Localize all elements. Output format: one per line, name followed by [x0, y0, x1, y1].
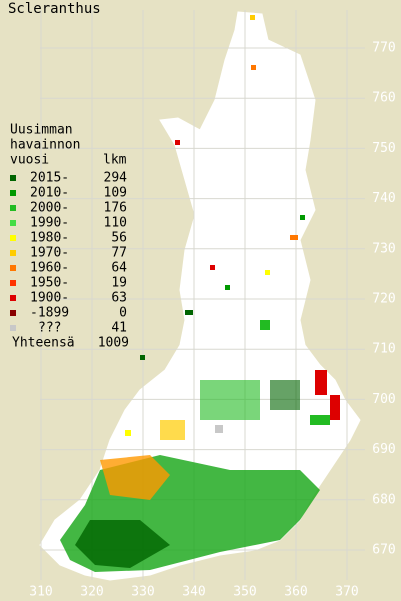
legend-count: 63 — [111, 291, 127, 306]
x-tick-label: 310 — [29, 585, 52, 600]
legend-label: 1990- — [30, 216, 69, 231]
legend-count: 176 — [104, 201, 127, 216]
square — [175, 140, 180, 145]
x-tick-label: 350 — [233, 585, 256, 600]
y-tick-label: 750 — [372, 141, 395, 156]
y-tick-label: 740 — [372, 191, 395, 206]
legend-swatch — [10, 190, 16, 196]
legend-label: 1970- — [30, 246, 69, 261]
legend-count: 56 — [111, 231, 127, 246]
y-tick-label: 770 — [372, 41, 395, 56]
legend-count: 110 — [104, 216, 127, 231]
legend-count: 77 — [111, 246, 127, 261]
legend-label: 1980- — [30, 231, 69, 246]
y-tick-label: 670 — [372, 543, 395, 558]
legend-header: Uusimman — [10, 123, 73, 138]
legend-count: 19 — [111, 276, 127, 291]
legend-count: 64 — [111, 261, 127, 276]
x-tick-label: 330 — [131, 585, 154, 600]
southwest-cluster — [75, 520, 170, 568]
legend-swatch — [10, 175, 16, 181]
legend-swatch — [10, 310, 16, 316]
y-tick-label: 730 — [372, 241, 395, 256]
square — [250, 15, 255, 20]
legend-swatch — [10, 295, 16, 301]
legend-label: 2010- — [30, 186, 69, 201]
y-tick-label: 700 — [372, 392, 395, 407]
square — [200, 380, 260, 420]
legend-swatch — [10, 265, 16, 271]
square — [300, 215, 305, 220]
finland-outline — [39, 11, 361, 581]
legend-label: 1950- — [30, 276, 69, 291]
legend-count-header: lkm — [103, 153, 127, 168]
square — [251, 65, 256, 70]
square — [225, 285, 230, 290]
legend-swatch — [10, 250, 16, 256]
x-tick-label: 320 — [80, 585, 103, 600]
legend-header: vuosi — [10, 153, 49, 168]
legend-count: 0 — [119, 306, 127, 321]
square — [270, 380, 300, 410]
legend-header: havainnon — [10, 138, 80, 153]
square — [260, 320, 270, 330]
square — [310, 415, 330, 425]
x-tick-label: 360 — [284, 585, 307, 600]
legend-swatch — [10, 235, 16, 241]
legend-label: 1960- — [30, 261, 69, 276]
observation-squares — [60, 15, 340, 572]
legend-swatch — [10, 220, 16, 226]
legend-label: ??? — [38, 321, 61, 336]
legend-swatch — [10, 205, 16, 211]
legend-swatch — [10, 280, 16, 286]
legend-swatch — [10, 325, 16, 331]
square — [125, 430, 131, 436]
square — [160, 420, 185, 440]
legend-label: 2000- — [30, 201, 69, 216]
square — [215, 425, 223, 433]
square — [330, 395, 340, 420]
legend-label: 1900- — [30, 291, 69, 306]
legend-count: 109 — [104, 186, 127, 201]
legend-label: 2015- — [30, 171, 69, 186]
total-count: 1009 — [98, 336, 129, 351]
square — [140, 355, 145, 360]
y-tick-label: 690 — [372, 442, 395, 457]
x-tick-label: 370 — [335, 585, 358, 600]
legend: 2015- 294 2010- 109 2000- 176 1990- 110 1980- 56 1… — [10, 171, 129, 351]
y-tick-label: 710 — [372, 342, 395, 357]
square — [290, 235, 298, 240]
legend-label: -1899 — [30, 306, 69, 321]
y-tick-label: 720 — [372, 292, 395, 307]
total-label: Yhteensä — [12, 336, 75, 351]
legend-count: 41 — [111, 321, 127, 336]
square — [210, 265, 215, 270]
square — [185, 310, 193, 315]
legend-count: 294 — [104, 171, 128, 186]
x-tick-label: 340 — [182, 585, 205, 600]
title: Scleranthus — [8, 1, 101, 17]
y-tick-label: 760 — [372, 91, 395, 106]
square — [265, 270, 270, 275]
west-cluster — [100, 455, 170, 500]
square — [315, 370, 327, 395]
y-tick-label: 680 — [372, 492, 395, 507]
